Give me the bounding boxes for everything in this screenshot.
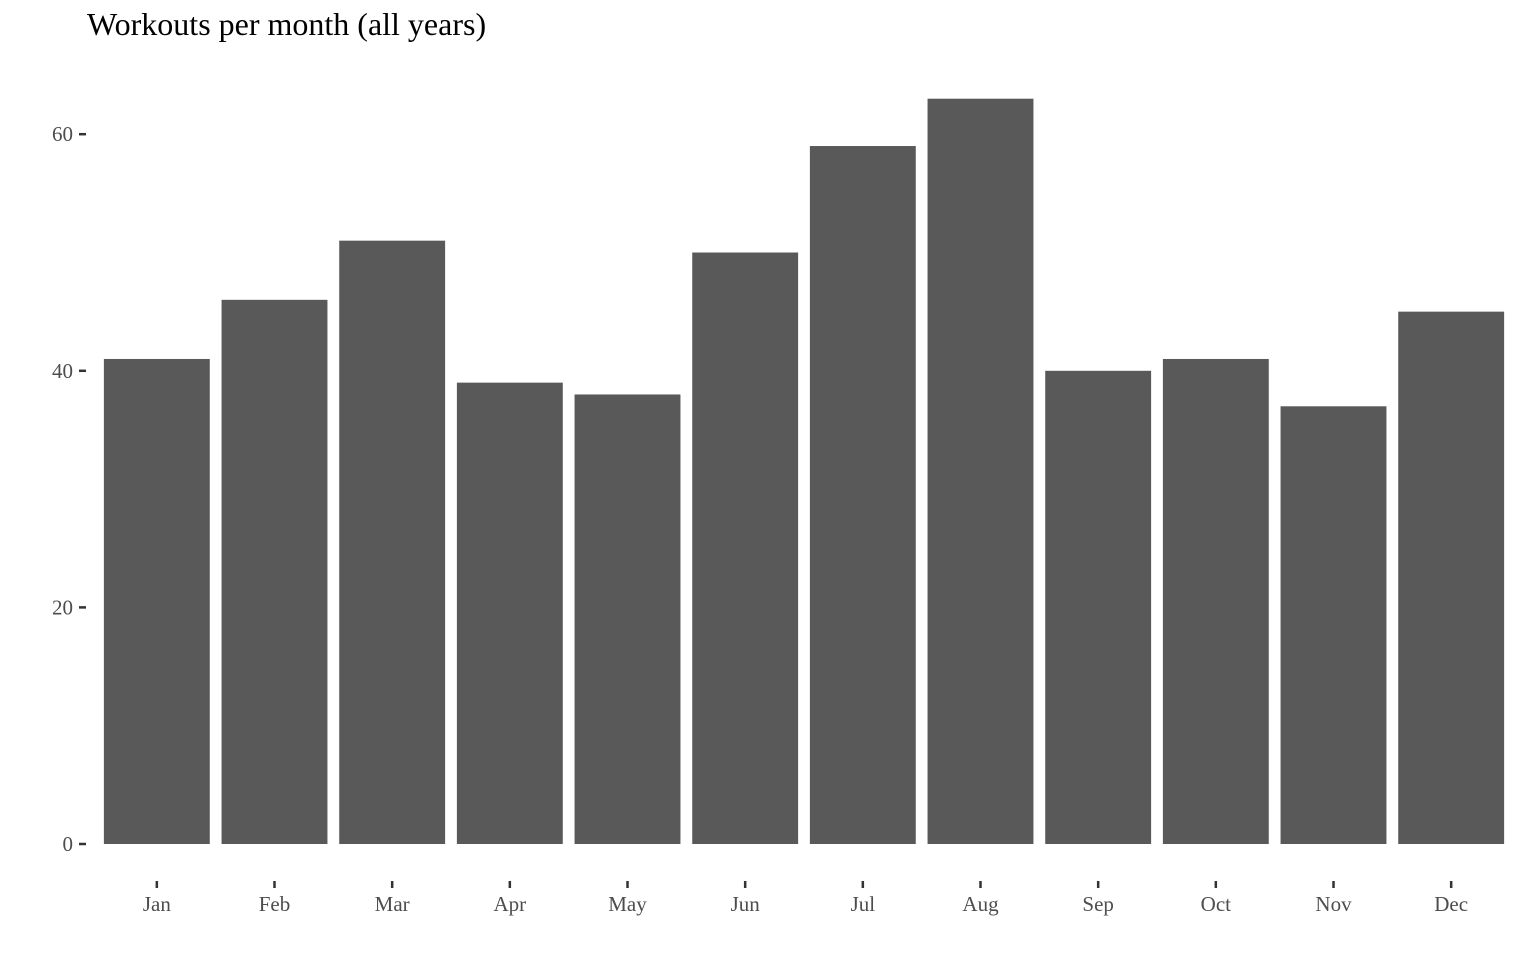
y-tick-label: 40 [52, 359, 73, 383]
x-tick-label-feb: Feb [259, 892, 291, 916]
bar-jan [103, 358, 210, 844]
y-tick-label: 0 [63, 832, 74, 856]
bar-feb [221, 299, 328, 844]
y-tick-label: 20 [52, 595, 73, 619]
bar-apr [456, 382, 563, 844]
x-tick-label-sep: Sep [1082, 892, 1114, 916]
x-tick-label-oct: Oct [1201, 892, 1231, 916]
x-tick-label-may: May [608, 892, 647, 916]
x-tick-label-jul: Jul [851, 892, 876, 916]
bar-dec [1398, 311, 1505, 844]
x-tick-label-mar: Mar [375, 892, 410, 916]
x-tick-label-jan: Jan [143, 892, 171, 916]
bars-group [103, 98, 1505, 845]
x-tick-label-jun: Jun [731, 892, 761, 916]
chart-title: Workouts per month (all years) [87, 6, 487, 42]
bar-aug [927, 98, 1034, 844]
x-tick-label-aug: Aug [962, 892, 999, 916]
bar-mar [339, 240, 446, 845]
bar-nov [1280, 406, 1387, 844]
x-tick-label-nov: Nov [1315, 892, 1352, 916]
x-axis: Jan Feb Mar Apr May Jun Jul Aug Sep Oct Nov Dec [143, 881, 1468, 916]
bar-jul [809, 146, 916, 844]
x-tick-label-apr: Apr [493, 892, 526, 916]
bar-may [574, 394, 681, 844]
y-tick-label: 60 [52, 122, 73, 146]
x-tick-label-dec: Dec [1434, 892, 1468, 916]
y-axis: 0 20 40 60 [52, 122, 86, 856]
bar-jun [692, 252, 799, 844]
bar-sep [1045, 370, 1152, 844]
bar-oct [1162, 358, 1269, 844]
